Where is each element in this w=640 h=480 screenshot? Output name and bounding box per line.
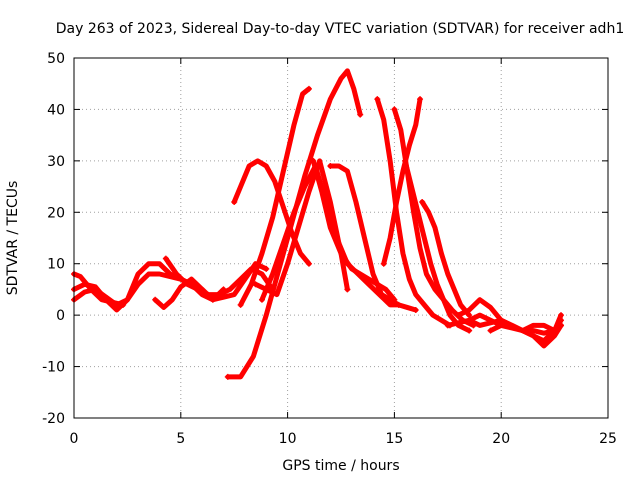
data-point (391, 106, 398, 113)
data-point (258, 296, 265, 303)
data-point (237, 301, 244, 308)
data-point (209, 296, 216, 303)
x-tick-label: 15 (385, 431, 403, 447)
data-point (419, 199, 426, 205)
data-point (412, 307, 419, 313)
data-point (162, 255, 169, 262)
data-point (374, 96, 381, 103)
data-point (327, 163, 334, 169)
data-point (466, 327, 473, 334)
data-point (344, 286, 351, 293)
series-line (225, 68, 363, 380)
data-point (466, 312, 473, 319)
series-line (419, 199, 472, 318)
data-point (487, 327, 494, 334)
data-point (305, 260, 312, 267)
series-arc-16 (402, 157, 473, 334)
y-tick-label: 20 (47, 205, 65, 221)
data-point (380, 260, 387, 267)
series-line (327, 163, 419, 313)
chart-title: Day 263 of 2023, Sidereal Day-to-day VTE… (56, 21, 624, 37)
series-arc-7 (224, 68, 364, 380)
series-line (310, 158, 397, 303)
data-point (252, 281, 259, 288)
data-layer (71, 68, 565, 380)
x-tick-label: 20 (492, 431, 510, 447)
series-line (402, 158, 472, 334)
data-point (444, 322, 451, 329)
y-axis-label: SDTVAR / TECUs (5, 181, 21, 296)
data-point (558, 317, 565, 324)
data-point (417, 96, 424, 103)
data-point (120, 301, 127, 308)
data-point (305, 85, 312, 92)
tick-layer: 0 5 10 15 20 25 -20 -10 0 10 20 30 40 50 (42, 51, 617, 447)
data-point (310, 157, 317, 164)
data-point (455, 312, 462, 319)
series-arc-15 (380, 96, 424, 267)
series-arc-17 (419, 199, 473, 319)
data-point (152, 296, 159, 303)
data-point (558, 312, 565, 319)
data-point (357, 111, 364, 118)
y-tick-label: -10 (42, 360, 65, 376)
y-tick-label: -20 (42, 411, 65, 427)
x-tick-label: 10 (279, 431, 297, 447)
series-arc-21 (487, 317, 565, 334)
x-tick-label: 5 (176, 431, 185, 447)
y-tick-label: 40 (47, 102, 65, 118)
y-tick-label: 10 (47, 257, 65, 273)
series-line (374, 96, 453, 328)
x-axis-label: GPS time / hours (282, 458, 399, 474)
series-arc-8 (237, 85, 312, 308)
data-point (466, 317, 473, 324)
series-arc-12 (327, 163, 419, 313)
y-tick-label: 0 (56, 308, 65, 324)
x-tick-label: 25 (599, 431, 617, 447)
plot-frame (73, 57, 609, 419)
y-tick-label: 30 (47, 154, 65, 170)
y-tick-label: 50 (47, 51, 65, 67)
series-line (259, 163, 402, 308)
series-line (71, 271, 126, 308)
data-point (402, 157, 409, 164)
data-point (224, 373, 231, 380)
data-point (231, 199, 238, 205)
series-line (238, 86, 312, 308)
data-point (263, 265, 270, 272)
x-tick-label: 0 (70, 431, 79, 447)
series-line (381, 96, 423, 267)
series-line (488, 317, 564, 334)
